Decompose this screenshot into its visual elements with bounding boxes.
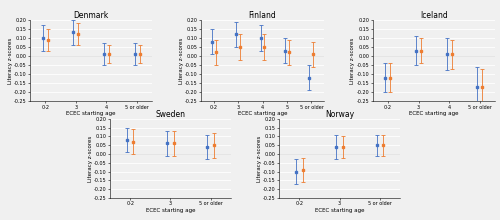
Y-axis label: Literacy z-scores: Literacy z-scores	[88, 135, 92, 182]
Title: Iceland: Iceland	[420, 11, 448, 20]
Title: Denmark: Denmark	[74, 11, 109, 20]
Title: Norway: Norway	[325, 110, 354, 119]
X-axis label: ECEC starting age: ECEC starting age	[409, 111, 459, 116]
Title: Sweden: Sweden	[156, 110, 186, 119]
X-axis label: ECEC starting age: ECEC starting age	[238, 111, 287, 116]
Y-axis label: Literacy z-scores: Literacy z-scores	[350, 37, 355, 84]
Y-axis label: Literacy z-scores: Literacy z-scores	[256, 135, 262, 182]
Y-axis label: Literacy z-scores: Literacy z-scores	[8, 37, 12, 84]
X-axis label: ECEC starting age: ECEC starting age	[66, 111, 116, 116]
Title: Finland: Finland	[248, 11, 276, 20]
X-axis label: ECEC starting age: ECEC starting age	[146, 208, 195, 213]
X-axis label: ECEC starting age: ECEC starting age	[315, 208, 364, 213]
Y-axis label: Literacy z-scores: Literacy z-scores	[179, 37, 184, 84]
